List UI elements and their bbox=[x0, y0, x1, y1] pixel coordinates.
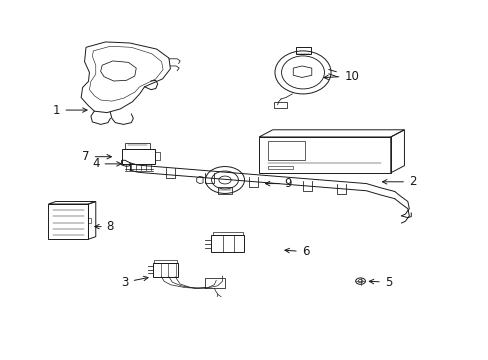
Text: 4: 4 bbox=[92, 157, 121, 170]
Bar bbox=[153, 263, 178, 277]
Text: 2: 2 bbox=[382, 175, 416, 188]
Text: 7: 7 bbox=[82, 150, 111, 163]
Text: 3: 3 bbox=[121, 276, 148, 289]
Text: 5: 5 bbox=[368, 276, 391, 289]
Bar bbox=[211, 235, 244, 252]
Text: 10: 10 bbox=[323, 69, 359, 82]
Bar bbox=[125, 143, 150, 149]
Bar bbox=[204, 278, 224, 288]
Bar bbox=[217, 187, 232, 194]
Bar bbox=[295, 47, 311, 54]
Text: 8: 8 bbox=[95, 220, 114, 233]
Text: 9: 9 bbox=[265, 177, 291, 190]
Bar bbox=[273, 102, 287, 108]
Bar bbox=[122, 149, 155, 164]
Bar bbox=[48, 204, 88, 239]
Bar bbox=[213, 231, 242, 235]
Bar bbox=[154, 260, 176, 263]
Text: 6: 6 bbox=[285, 245, 308, 258]
Text: 1: 1 bbox=[53, 104, 87, 117]
